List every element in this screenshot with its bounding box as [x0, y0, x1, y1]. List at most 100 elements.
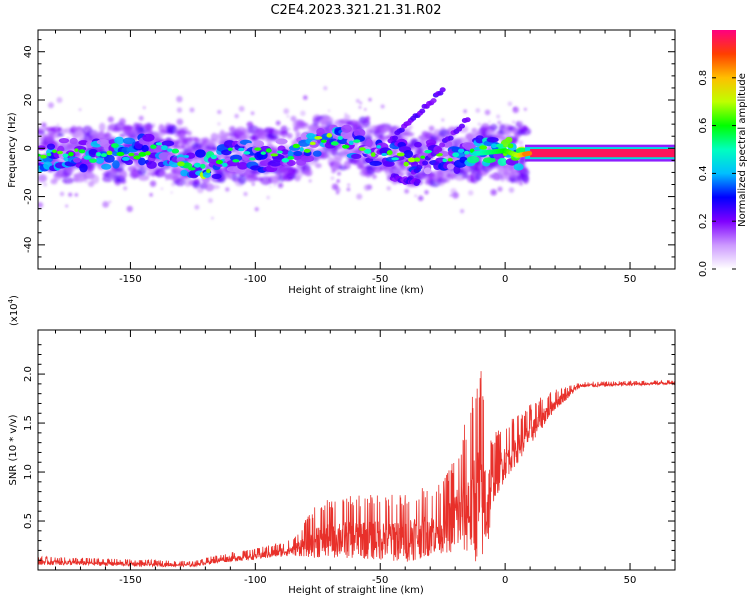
heat-highlight [309, 141, 316, 146]
heat-highlight [221, 162, 228, 167]
heat-highlight [232, 159, 240, 163]
heat-speck [513, 107, 516, 110]
heat-haze [91, 174, 100, 184]
heat-speck [43, 182, 48, 187]
snr-frame [37, 329, 676, 571]
heat-highlight [303, 148, 311, 153]
heat-highlight [40, 154, 47, 159]
snr-ylabel: SNR (10 * v/v) [8, 414, 19, 485]
heat-blob [340, 130, 353, 140]
heat-speck [56, 96, 63, 103]
colorbar-gradient [712, 30, 736, 269]
heat-highlight [145, 151, 151, 156]
heat-blob [180, 169, 188, 177]
heat-haze [330, 148, 338, 157]
heat-blob [423, 167, 432, 175]
heat-speck [428, 125, 435, 132]
heat-speck [336, 179, 340, 183]
heat-blob [341, 124, 352, 133]
snr-ytick-label: 2.0 [23, 366, 34, 382]
heat-speck [251, 182, 255, 186]
heat-blob [101, 163, 112, 170]
spectrogram-ytick-label: -20 [23, 188, 34, 204]
heat-speck [418, 195, 424, 201]
heat-highlight [299, 147, 304, 152]
heat-blob [46, 143, 56, 150]
spectrogram-frame [37, 29, 676, 270]
heat-branch [422, 160, 429, 166]
heat-speck [107, 116, 114, 123]
heat-highlight [491, 143, 498, 149]
heat-highlight [381, 152, 388, 157]
spectrogram-panel: -150 -100 -50 0 50 -40 -20 0 20 40 Height of stra… [7, 29, 676, 296]
heat-haze [489, 123, 498, 131]
heat-haze [193, 178, 201, 185]
heat-branch [439, 142, 446, 148]
heat-blob [293, 150, 303, 157]
heat-highlight [326, 133, 333, 138]
heat-blob [505, 136, 513, 143]
heat-haze [118, 169, 128, 180]
colorbar-label: Normalized spectral amplitude [737, 73, 748, 227]
heat-speck [372, 174, 377, 180]
heat-speck [303, 95, 308, 100]
heat-highlight [276, 150, 283, 154]
heat-highlight [200, 163, 206, 169]
heat-branch [398, 127, 405, 133]
snr-xtick-label: -150 [119, 575, 142, 586]
heat-blob [122, 137, 136, 145]
heat-highlight [403, 161, 409, 167]
heat-blob [69, 137, 78, 145]
heat-highlight [414, 157, 421, 162]
heat-speck [287, 127, 291, 131]
heat-speck [108, 200, 111, 203]
heat-haze [176, 130, 189, 135]
heat-haze [440, 177, 451, 183]
heat-haze [465, 132, 475, 142]
heat-highlight [243, 151, 251, 155]
heat-speck [490, 189, 497, 196]
heat-highlight [424, 149, 433, 154]
heat-speck [364, 108, 367, 111]
heat-speck [254, 207, 259, 212]
snr-scale-prefix: (x10 [9, 303, 20, 326]
heat-blob [353, 128, 366, 138]
heat-blob [79, 163, 88, 173]
heat-speck [102, 201, 109, 208]
heat-speck [176, 118, 184, 126]
heat-highlight [206, 168, 211, 174]
heat-haze [50, 126, 62, 133]
spectrogram-ytick-label: 0 [23, 145, 34, 151]
heat-haze [138, 174, 150, 181]
heat-speck [277, 182, 284, 188]
heat-speck [149, 180, 157, 187]
heat-highlight [62, 153, 69, 158]
heat-highlight [464, 150, 470, 155]
heat-haze [360, 119, 370, 124]
heat-haze [212, 184, 220, 190]
heat-speck [308, 179, 312, 183]
heat-speck [65, 204, 69, 208]
snr-scale-label: (x104) [7, 295, 20, 326]
heat-speck [225, 187, 230, 192]
heat-stripe-core [530, 149, 675, 158]
spectrogram-ytick-label: 40 [23, 45, 34, 58]
heat-haze [315, 163, 322, 169]
heat-branch [413, 168, 420, 174]
heat-speck [250, 111, 255, 115]
heat-blob [466, 155, 480, 164]
heat-highlight [160, 145, 168, 151]
heat-blob [286, 159, 296, 167]
heat-speck [512, 106, 519, 114]
heat-branch [430, 98, 437, 104]
heat-speck [497, 120, 502, 125]
heat-highlight [167, 148, 173, 152]
heat-highlight [495, 143, 504, 148]
heat-haze [280, 130, 289, 137]
heat-speck [186, 130, 192, 136]
heat-highlight [193, 162, 201, 168]
heat-highlight [337, 136, 343, 140]
snr-xtick-label: 50 [624, 575, 637, 586]
heat-highlight [458, 148, 465, 153]
heat-blob [237, 162, 249, 170]
